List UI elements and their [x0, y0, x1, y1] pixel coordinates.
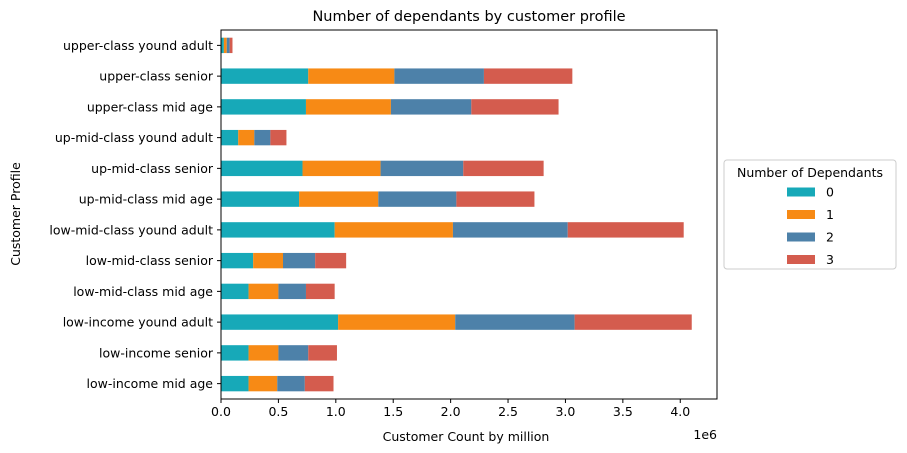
x-tick-label: 1.0: [326, 404, 346, 419]
bar-upper-class-senior-dependants-0: [221, 68, 309, 84]
legend-swatch-3: [787, 255, 815, 264]
bar-upper-class-senior-dependants-3: [483, 68, 573, 84]
bar-up-mid-class-senior-dependants-0: [221, 160, 303, 177]
x-axis-ticks: 0.0 0.5 1.0 1.5 2.0 2.5 3.0 3.5 4.0: [211, 399, 690, 419]
legend-swatch-2: [787, 232, 815, 242]
bar-low-mid-class-senior-dependants-1: [253, 252, 283, 269]
bar-low-mid-class-yound-adult-dependants-0: [221, 222, 335, 238]
bar-up-mid-class-senior-dependants-3: [463, 160, 544, 177]
x-tick-label: 4.0: [670, 404, 690, 419]
bar-upper-class-senior-dependants-1: [308, 68, 395, 84]
bar-up-mid-class-yound-adult-dependants-1: [238, 129, 255, 146]
bar-low-mid-class-mid-age-dependants-0: [221, 283, 249, 300]
bar-low-income-yound-adult-dependants-2: [455, 314, 575, 330]
bar-upper-class-mid-age-dependants-2: [390, 99, 472, 115]
bar-low-income-senior-dependants-2: [278, 345, 309, 361]
bar-up-mid-class-mid-age-dependants-2: [378, 191, 457, 207]
chart-title: Number of dependants by customer profile: [312, 9, 625, 25]
bar-low-mid-class-senior-dependants-0: [221, 252, 254, 269]
y-tick-label: upper-class senior: [99, 69, 214, 84]
bar-low-income-mid-age-dependants-2: [277, 375, 305, 392]
legend-label-2: 2: [826, 230, 834, 245]
bar-low-income-mid-age-dependants-3: [304, 375, 334, 392]
bar-upper-class-senior-dependants-2: [394, 68, 484, 84]
bar-low-mid-class-senior-dependants-2: [283, 252, 316, 269]
bar-low-income-yound-adult-dependants-0: [221, 314, 339, 330]
bar-low-income-senior-dependants-0: [221, 345, 249, 361]
legend-label-0: 0: [826, 185, 834, 200]
x-axis-label: Customer Count by million: [383, 429, 550, 444]
bar-low-mid-class-mid-age-dependants-1: [248, 283, 279, 300]
legend-label-1: 1: [826, 207, 834, 222]
x-tick-label: 3.5: [613, 404, 633, 419]
bar-up-mid-class-senior-dependants-2: [380, 160, 464, 177]
bar-low-income-senior-dependants-1: [248, 345, 279, 361]
bar-up-mid-class-yound-adult-dependants-3: [270, 129, 287, 146]
x-tick-label: 3.0: [555, 404, 575, 419]
x-tick-label: 0.5: [268, 404, 288, 419]
bar-low-mid-class-mid-age-dependants-3: [305, 283, 335, 300]
y-tick-label: low-mid-class mid age: [73, 284, 213, 299]
bar-up-mid-class-yound-adult-dependants-0: [221, 129, 239, 146]
bar-low-income-mid-age-dependants-1: [248, 375, 278, 392]
bars-layer: [221, 37, 692, 392]
bar-upper-class-yound-adult-dependants-0: [221, 37, 224, 54]
y-axis-ticks: upper-class yound adult upper-class senio…: [49, 38, 221, 391]
x-tick-label: 1.5: [383, 404, 403, 419]
bar-low-income-senior-dependants-3: [308, 345, 337, 361]
y-tick-label: upper-class mid age: [87, 99, 213, 114]
y-tick-label: low-income senior: [99, 345, 214, 360]
bar-up-mid-class-mid-age-dependants-1: [299, 191, 379, 207]
legend-title: Number of Dependants: [737, 165, 883, 180]
y-tick-label: up-mid-class yound adult: [55, 130, 213, 145]
bar-low-mid-class-mid-age-dependants-2: [278, 283, 306, 300]
legend: Number of Dependants 0 1 2 3: [723, 159, 897, 270]
bar-upper-class-yound-adult-dependants-3: [229, 37, 233, 54]
legend-items: 0 1 2 3: [787, 185, 834, 267]
bar-low-mid-class-senior-dependants-3: [315, 252, 347, 269]
y-tick-label: low-mid-class yound adult: [49, 222, 213, 237]
y-axis-label: Customer Profile: [8, 162, 23, 266]
bar-upper-class-yound-adult-dependants-1: [223, 37, 227, 54]
x-tick-label: 2.0: [441, 404, 461, 419]
bar-up-mid-class-mid-age-dependants-3: [456, 191, 535, 207]
bar-up-mid-class-mid-age-dependants-0: [221, 191, 300, 207]
y-tick-label: up-mid-class senior: [91, 161, 214, 176]
legend-swatch-0: [787, 187, 815, 197]
bar-upper-class-mid-age-dependants-1: [305, 99, 391, 115]
bar-low-income-mid-age-dependants-0: [221, 375, 249, 392]
y-tick-label: upper-class yound adult: [63, 38, 213, 53]
bar-upper-class-yound-adult-dependants-2: [226, 37, 230, 54]
bar-up-mid-class-yound-adult-dependants-2: [254, 129, 271, 146]
legend-label-3: 3: [826, 252, 834, 267]
bar-upper-class-mid-age-dependants-0: [221, 99, 306, 115]
y-tick-label: up-mid-class mid age: [79, 192, 214, 207]
plot-frame: [220, 29, 718, 400]
bar-low-income-yound-adult-dependants-3: [574, 314, 692, 330]
bar-low-income-yound-adult-dependants-1: [338, 314, 456, 330]
x-tick-label: 0.0: [211, 404, 231, 419]
bar-upper-class-mid-age-dependants-3: [471, 99, 559, 115]
x-axis-offset-label: 1e6: [693, 427, 717, 442]
bar-low-mid-class-yound-adult-dependants-3: [567, 222, 684, 238]
bar-low-mid-class-yound-adult-dependants-1: [334, 222, 453, 238]
y-tick-label: low-mid-class senior: [86, 253, 214, 268]
bar-up-mid-class-senior-dependants-1: [302, 160, 381, 177]
legend-swatch-1: [787, 210, 815, 219]
y-tick-label: low-income mid age: [87, 376, 214, 391]
x-tick-label: 2.5: [498, 404, 518, 419]
y-tick-label: low-income yound adult: [63, 315, 213, 330]
bar-low-mid-class-yound-adult-dependants-2: [452, 222, 568, 238]
